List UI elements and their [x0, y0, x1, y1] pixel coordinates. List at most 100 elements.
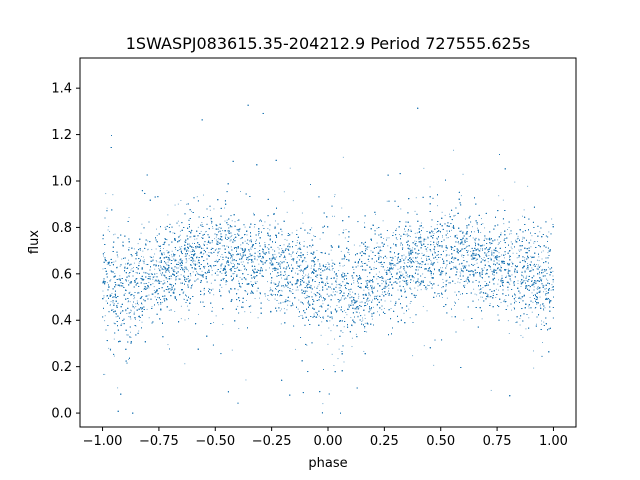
data-point — [368, 246, 370, 248]
data-point — [238, 328, 240, 330]
data-point — [449, 235, 451, 237]
data-point — [423, 167, 425, 169]
data-point — [416, 232, 418, 234]
data-point — [237, 305, 239, 307]
data-point — [314, 286, 315, 288]
data-point — [168, 257, 170, 259]
data-point — [211, 267, 213, 269]
data-point — [345, 229, 347, 230]
data-point — [395, 265, 397, 267]
data-point — [389, 262, 391, 263]
data-point — [193, 263, 195, 265]
data-point — [204, 231, 206, 233]
data-point — [212, 307, 213, 308]
data-point — [531, 257, 532, 259]
data-point — [367, 286, 369, 288]
data-point — [526, 303, 528, 305]
data-point — [196, 263, 198, 265]
data-point — [180, 282, 182, 284]
data-point — [333, 324, 334, 326]
data-point — [167, 214, 169, 216]
data-point — [278, 283, 280, 284]
data-point — [143, 259, 145, 261]
data-point — [112, 297, 113, 298]
data-point — [283, 308, 285, 310]
data-point — [270, 260, 272, 262]
data-point — [134, 319, 136, 320]
data-point — [317, 285, 319, 287]
data-point — [410, 229, 412, 231]
data-point — [523, 260, 525, 262]
data-point — [478, 238, 480, 240]
data-point — [278, 264, 280, 266]
data-point — [244, 268, 246, 270]
data-point — [482, 287, 484, 288]
data-point — [215, 315, 217, 317]
data-point — [342, 281, 344, 283]
data-point — [178, 225, 180, 227]
data-point — [381, 293, 383, 295]
data-point — [543, 321, 545, 323]
data-point — [448, 282, 450, 284]
data-point — [300, 264, 302, 266]
data-point — [322, 315, 324, 317]
data-point — [296, 242, 298, 244]
data-point — [451, 316, 453, 318]
data-point — [495, 288, 497, 290]
data-point — [461, 254, 463, 256]
data-point — [530, 255, 532, 257]
data-point — [166, 264, 167, 266]
data-point — [141, 303, 143, 305]
data-point — [302, 254, 304, 256]
data-point — [287, 304, 289, 306]
data-point — [209, 243, 211, 244]
data-point — [117, 303, 119, 305]
data-point — [513, 307, 515, 309]
data-point — [533, 283, 535, 285]
data-point — [466, 282, 468, 284]
data-point — [425, 255, 427, 257]
data-point — [402, 279, 404, 281]
data-point — [522, 238, 524, 240]
data-point — [460, 195, 462, 197]
data-point — [128, 217, 130, 218]
data-point — [212, 227, 214, 229]
data-point — [395, 281, 397, 283]
data-point — [193, 247, 194, 248]
data-point — [502, 199, 504, 201]
data-point — [229, 292, 230, 294]
data-point — [142, 260, 144, 262]
data-point — [283, 244, 285, 246]
data-point — [153, 286, 155, 288]
data-point — [515, 239, 516, 241]
data-point — [517, 280, 519, 282]
data-point — [236, 248, 238, 250]
data-point — [525, 279, 527, 281]
data-point — [446, 265, 448, 267]
data-point — [290, 255, 292, 257]
data-point — [424, 264, 426, 265]
data-point — [507, 320, 509, 322]
data-point — [454, 301, 456, 303]
data-point — [335, 282, 337, 283]
data-point — [269, 287, 271, 289]
data-point — [282, 301, 284, 303]
data-point — [388, 287, 390, 289]
data-point — [441, 267, 443, 269]
data-point — [191, 210, 192, 212]
data-point — [533, 367, 535, 369]
data-point — [152, 283, 154, 285]
data-point — [409, 317, 411, 319]
data-point — [120, 311, 122, 313]
data-point — [129, 291, 131, 293]
data-point — [154, 280, 156, 282]
data-point — [504, 299, 506, 301]
data-point — [399, 281, 401, 283]
data-point — [436, 205, 438, 207]
data-point — [237, 289, 239, 291]
data-point — [202, 253, 204, 255]
data-point — [287, 245, 289, 247]
data-point — [351, 302, 353, 304]
data-point — [522, 236, 524, 238]
data-point — [410, 266, 412, 268]
